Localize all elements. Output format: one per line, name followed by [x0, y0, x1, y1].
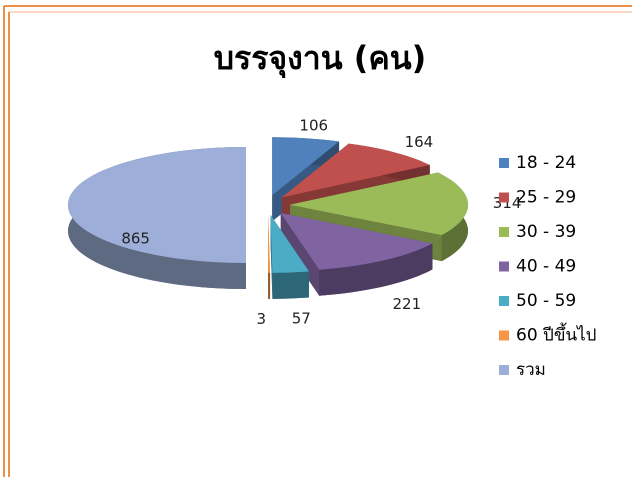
- data-label: 865: [121, 230, 150, 248]
- slice: [270, 214, 309, 273]
- data-label: 164: [405, 133, 434, 151]
- legend-label: 50 - 59: [516, 291, 576, 311]
- legend-label: 40 - 49: [516, 257, 576, 277]
- slice: [281, 143, 430, 198]
- slice: [272, 137, 340, 196]
- legend-swatch: [499, 227, 509, 237]
- legend-label: รวม: [516, 360, 546, 380]
- legend-swatch: [499, 158, 509, 168]
- slice-side: [270, 214, 273, 299]
- legend-label: 60 ปีขึ้นไป: [516, 323, 596, 346]
- slice: [268, 214, 271, 273]
- legend-swatch: [499, 330, 509, 341]
- slice: [68, 147, 246, 263]
- chart-title: บรรจุงาน (คน): [214, 39, 427, 79]
- legend-label: 30 - 39: [516, 222, 576, 242]
- legend-swatch: [499, 192, 509, 203]
- legend-label: 25 - 29: [516, 188, 576, 208]
- data-label: 3: [257, 310, 267, 328]
- legend: 18 - 24 25 - 29 30 - 39 40 - 49 50 - 59 60 ปี…: [499, 153, 596, 380]
- slice-wall: [272, 271, 309, 299]
- data-label: 57: [292, 310, 311, 328]
- slice-wall: [319, 243, 433, 296]
- legend-swatch: [499, 365, 509, 375]
- slice-wall: [268, 272, 271, 299]
- slice: [280, 213, 433, 270]
- legend-swatch: [499, 261, 509, 272]
- slice: [289, 172, 468, 236]
- data-label: 106: [299, 116, 328, 134]
- data-label: 221: [392, 295, 421, 313]
- legend-label: 18 - 24: [516, 153, 576, 173]
- legend-swatch: [499, 296, 509, 306]
- slice-side: [280, 213, 320, 296]
